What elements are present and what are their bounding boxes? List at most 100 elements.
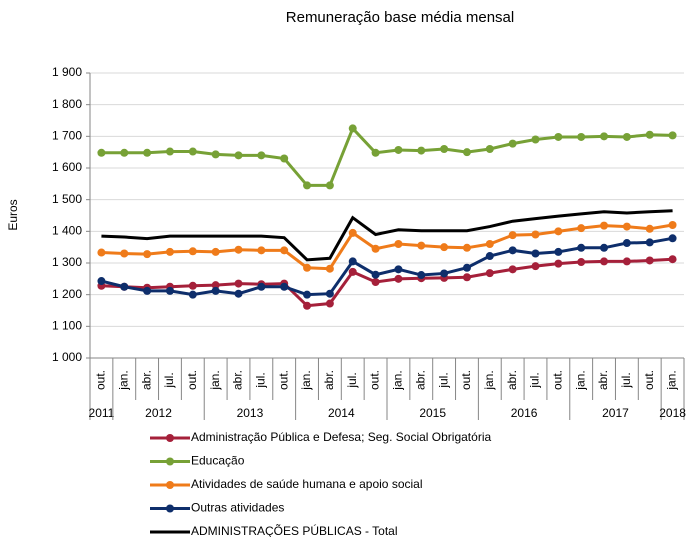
x-tick-label: abr. xyxy=(505,370,519,390)
y-tick-label: 1 500 xyxy=(52,192,82,206)
y-tick-label: 1 800 xyxy=(52,97,82,111)
x-tick-label: abr. xyxy=(413,370,427,390)
data-point xyxy=(211,247,220,256)
data-point xyxy=(668,131,677,140)
x-tick-label: jan. xyxy=(665,370,679,390)
data-point xyxy=(211,286,220,295)
data-point xyxy=(531,249,540,258)
data-point xyxy=(462,263,471,272)
data-point xyxy=(462,148,471,157)
data-point xyxy=(508,231,517,240)
data-point xyxy=(234,289,243,298)
y-axis-label: Euros xyxy=(6,199,20,230)
data-point xyxy=(280,154,289,163)
data-point xyxy=(485,240,494,248)
data-point xyxy=(165,247,174,256)
data-point xyxy=(280,246,289,255)
x-group-label: 2015 xyxy=(419,406,446,420)
series-line xyxy=(101,257,673,308)
data-point xyxy=(97,277,106,286)
data-point xyxy=(143,148,152,157)
data-point xyxy=(440,243,449,252)
data-point xyxy=(394,265,403,274)
data-point xyxy=(485,145,494,153)
data-point xyxy=(211,281,220,290)
data-point xyxy=(325,289,334,298)
data-point xyxy=(462,273,471,282)
series-line xyxy=(101,209,673,262)
data-point xyxy=(303,263,312,272)
data-point xyxy=(120,282,129,291)
legend-label: Administração Pública e Defesa; Seg. Soc… xyxy=(191,430,491,444)
x-tick-label: jan. xyxy=(116,370,130,390)
data-point xyxy=(600,132,609,141)
data-point xyxy=(462,243,471,252)
data-point xyxy=(531,135,540,144)
data-point xyxy=(348,228,357,237)
data-point xyxy=(325,181,334,190)
legend-label: Atividades de saúde humana e apoio socia… xyxy=(191,477,423,491)
legend-label: Educação xyxy=(191,454,245,468)
data-point xyxy=(325,299,334,308)
legend-marker xyxy=(166,504,174,513)
x-tick-label: jul. xyxy=(345,372,359,388)
x-tick-label: jul. xyxy=(619,372,633,388)
series-line xyxy=(101,125,673,187)
x-tick-label: jan. xyxy=(391,370,405,390)
data-point xyxy=(531,230,540,239)
data-point xyxy=(622,132,631,141)
y-tick-label: 1 700 xyxy=(52,129,82,143)
data-point xyxy=(622,257,631,266)
data-point xyxy=(622,222,631,231)
x-group-label: 2016 xyxy=(511,406,538,420)
x-group-label: 2014 xyxy=(328,406,355,420)
x-tick-label: abr. xyxy=(231,370,245,390)
data-point xyxy=(211,150,220,159)
x-tick-label: out. xyxy=(94,370,108,390)
data-point xyxy=(348,124,357,133)
data-point xyxy=(600,221,609,230)
data-point xyxy=(577,132,586,141)
data-point xyxy=(577,243,586,252)
data-point xyxy=(348,257,357,266)
data-point xyxy=(417,241,426,250)
data-point xyxy=(485,252,494,261)
data-point xyxy=(577,258,586,267)
legend-marker xyxy=(166,434,174,442)
data-point xyxy=(371,278,380,286)
x-group-label: 2018 xyxy=(659,406,686,420)
x-group-label: 2017 xyxy=(602,406,629,420)
data-point xyxy=(645,256,654,265)
data-point xyxy=(554,227,563,236)
data-point xyxy=(120,249,129,258)
data-point xyxy=(440,269,449,278)
x-tick-label: jul. xyxy=(162,372,176,388)
x-tick-label: out. xyxy=(551,370,565,390)
x-tick-label: abr. xyxy=(322,370,336,390)
chart-title: Remuneração base média mensal xyxy=(286,9,514,26)
y-tick-label: 1 100 xyxy=(52,319,82,333)
data-point xyxy=(165,147,174,156)
x-tick-label: out. xyxy=(368,370,382,390)
data-point xyxy=(600,243,609,252)
data-point xyxy=(417,146,426,155)
x-tick-label: abr. xyxy=(139,370,153,390)
data-point xyxy=(622,239,631,248)
data-point xyxy=(325,264,334,273)
legend-label: Outras atividades xyxy=(191,501,284,515)
y-tick-label: 1 300 xyxy=(52,255,82,269)
data-point xyxy=(668,234,677,243)
x-tick-label: jul. xyxy=(528,372,542,388)
data-point xyxy=(394,145,403,154)
data-point xyxy=(371,244,380,253)
legend-marker xyxy=(166,481,174,489)
x-tick-label: jan. xyxy=(299,370,313,390)
data-point xyxy=(143,286,152,295)
data-point xyxy=(188,290,197,299)
x-tick-label: out. xyxy=(185,370,199,390)
data-point xyxy=(417,271,426,280)
data-point xyxy=(257,151,266,160)
data-point xyxy=(97,248,106,257)
x-tick-label: jan. xyxy=(573,370,587,390)
data-point xyxy=(645,130,654,139)
